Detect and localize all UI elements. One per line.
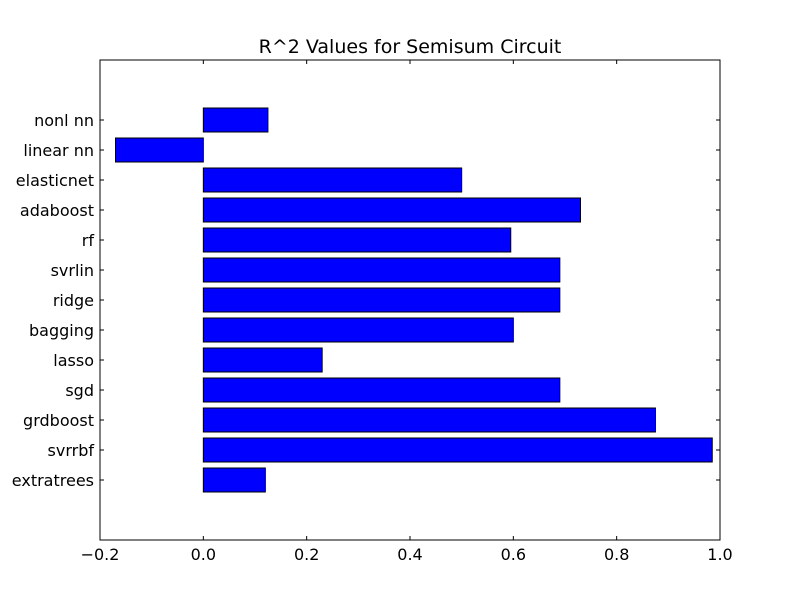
y-tick-label: svrlin (51, 261, 94, 280)
bar-bagging (202, 317, 514, 343)
bar-extratrees (202, 467, 266, 493)
y-tick-label: linear nn (23, 141, 94, 160)
y-tick-label: svrrbf (48, 441, 95, 460)
x-tick-label: 1.0 (707, 545, 732, 564)
y-tick-label: grdboost (23, 411, 94, 430)
bar-elasticnet (202, 167, 463, 193)
bars-layer (115, 107, 713, 493)
bar-sgd (202, 377, 561, 403)
bar-grdboost (202, 407, 656, 433)
bar-svrrbf (202, 437, 713, 463)
y-tick-label: adaboost (20, 201, 94, 220)
x-tick-label: 0.2 (294, 545, 319, 564)
x-tick-label: 0.4 (397, 545, 422, 564)
plot-frame (99, 59, 721, 541)
bar-ridge (202, 287, 561, 313)
chart-title: R^2 Values for Semisum Circuit (259, 36, 562, 58)
y-tick-label: ridge (53, 291, 94, 310)
x-tick-label: −0.2 (81, 545, 120, 564)
y-tick-label: rf (82, 231, 95, 250)
bar-adaboost (202, 197, 581, 223)
y-tick-label: bagging (29, 321, 94, 340)
bar-rf (202, 227, 512, 253)
x-tick-label: 0.8 (604, 545, 629, 564)
y-tick-label: extratrees (12, 471, 94, 490)
y-tick-label: nonl nn (34, 111, 94, 130)
y-tick-label: lasso (53, 351, 94, 370)
y-tick-label: sgd (65, 381, 94, 400)
bar-lasso (202, 347, 323, 373)
bar-nonl-nn (202, 107, 269, 133)
bar-linear-nn (115, 137, 204, 163)
bar-svrlin (202, 257, 561, 283)
x-tick-label: 0.0 (191, 545, 216, 564)
x-tick-label: 0.6 (501, 545, 526, 564)
y-tick-label: elasticnet (16, 171, 94, 190)
ticks-layer: extratrees svrrbf grdboost sgd lasso bagging r… (12, 60, 733, 564)
